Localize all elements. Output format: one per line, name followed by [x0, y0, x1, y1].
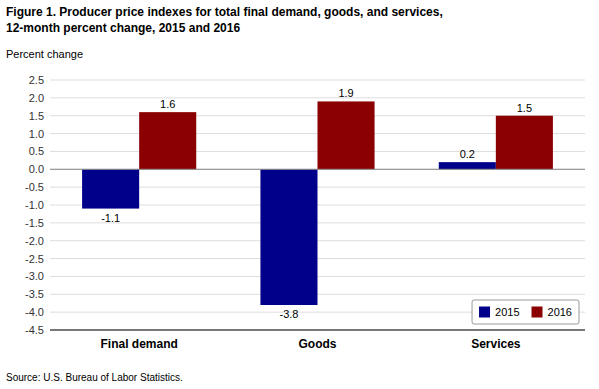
legend-label: 2016 [548, 306, 572, 318]
bar [496, 116, 553, 170]
grid-line [50, 169, 585, 170]
legend: 2015 2016 [472, 300, 579, 324]
data-label: -1.1 [101, 212, 120, 224]
y-tick-label: 1.5 [29, 110, 44, 122]
y-axis-label: Percent change [6, 48, 83, 60]
x-tick-label: Goods [299, 337, 337, 351]
grid-line [50, 80, 585, 81]
bars [82, 101, 553, 305]
legend-swatch [479, 307, 490, 318]
y-tick-label: -3.0 [25, 270, 44, 282]
y-tick-label: 0.0 [29, 163, 44, 175]
y-axis: -4.5 -4.0 -3.5 -3.0 -2.5 -2.0 -1.5 -1.0 -0.5 0.0 0… [25, 74, 585, 336]
data-labels: -1.1 -3.8 0.2 1.6 1.9 1.5 [101, 87, 532, 320]
legend-box [472, 300, 579, 324]
y-tick-label: -1.5 [25, 217, 44, 229]
data-label: 1.6 [160, 98, 175, 110]
y-tick-label: -4.5 [25, 324, 44, 336]
background [0, 0, 599, 389]
annotation: Source: U.S. Bureau of Labor Statistics. [6, 372, 183, 383]
y-tick-label: 2.0 [29, 92, 44, 104]
y-tick-label: 1.0 [29, 128, 44, 140]
x-tick-label: Final demand [100, 337, 177, 351]
legend-swatch [532, 307, 543, 318]
grid-line [50, 330, 585, 331]
data-label: 1.5 [517, 102, 532, 114]
legend-label: 2015 [495, 306, 519, 318]
chart: Figure 1. Producer price indexes for tot… [0, 0, 599, 389]
y-tick-label: 0.5 [29, 145, 44, 157]
bar [318, 101, 375, 169]
y-tick-label: -4.0 [25, 306, 44, 318]
title: Figure 1. Producer price indexes for tot… [6, 5, 443, 19]
bar [439, 162, 496, 169]
y-tick-label: -0.5 [25, 181, 44, 193]
bar [139, 112, 196, 169]
x-tick-label: Services [471, 337, 521, 351]
x-axis-line [50, 330, 585, 331]
y-tick-label: -3.5 [25, 288, 44, 300]
zero-line [50, 169, 585, 170]
data-label: -3.8 [279, 308, 298, 320]
subtitle: 12-month percent change, 2015 and 2016 [6, 21, 240, 35]
data-label: 1.9 [338, 87, 353, 99]
y-tick-label: -1.0 [25, 199, 44, 211]
grid-line [50, 97, 585, 98]
bar [260, 169, 317, 305]
y-tick-label: -2.5 [25, 253, 44, 265]
y-tick-label: 2.5 [29, 74, 44, 86]
data-label: 0.2 [460, 148, 475, 160]
y-tick-label: -2.0 [25, 235, 44, 247]
bar [82, 169, 139, 208]
